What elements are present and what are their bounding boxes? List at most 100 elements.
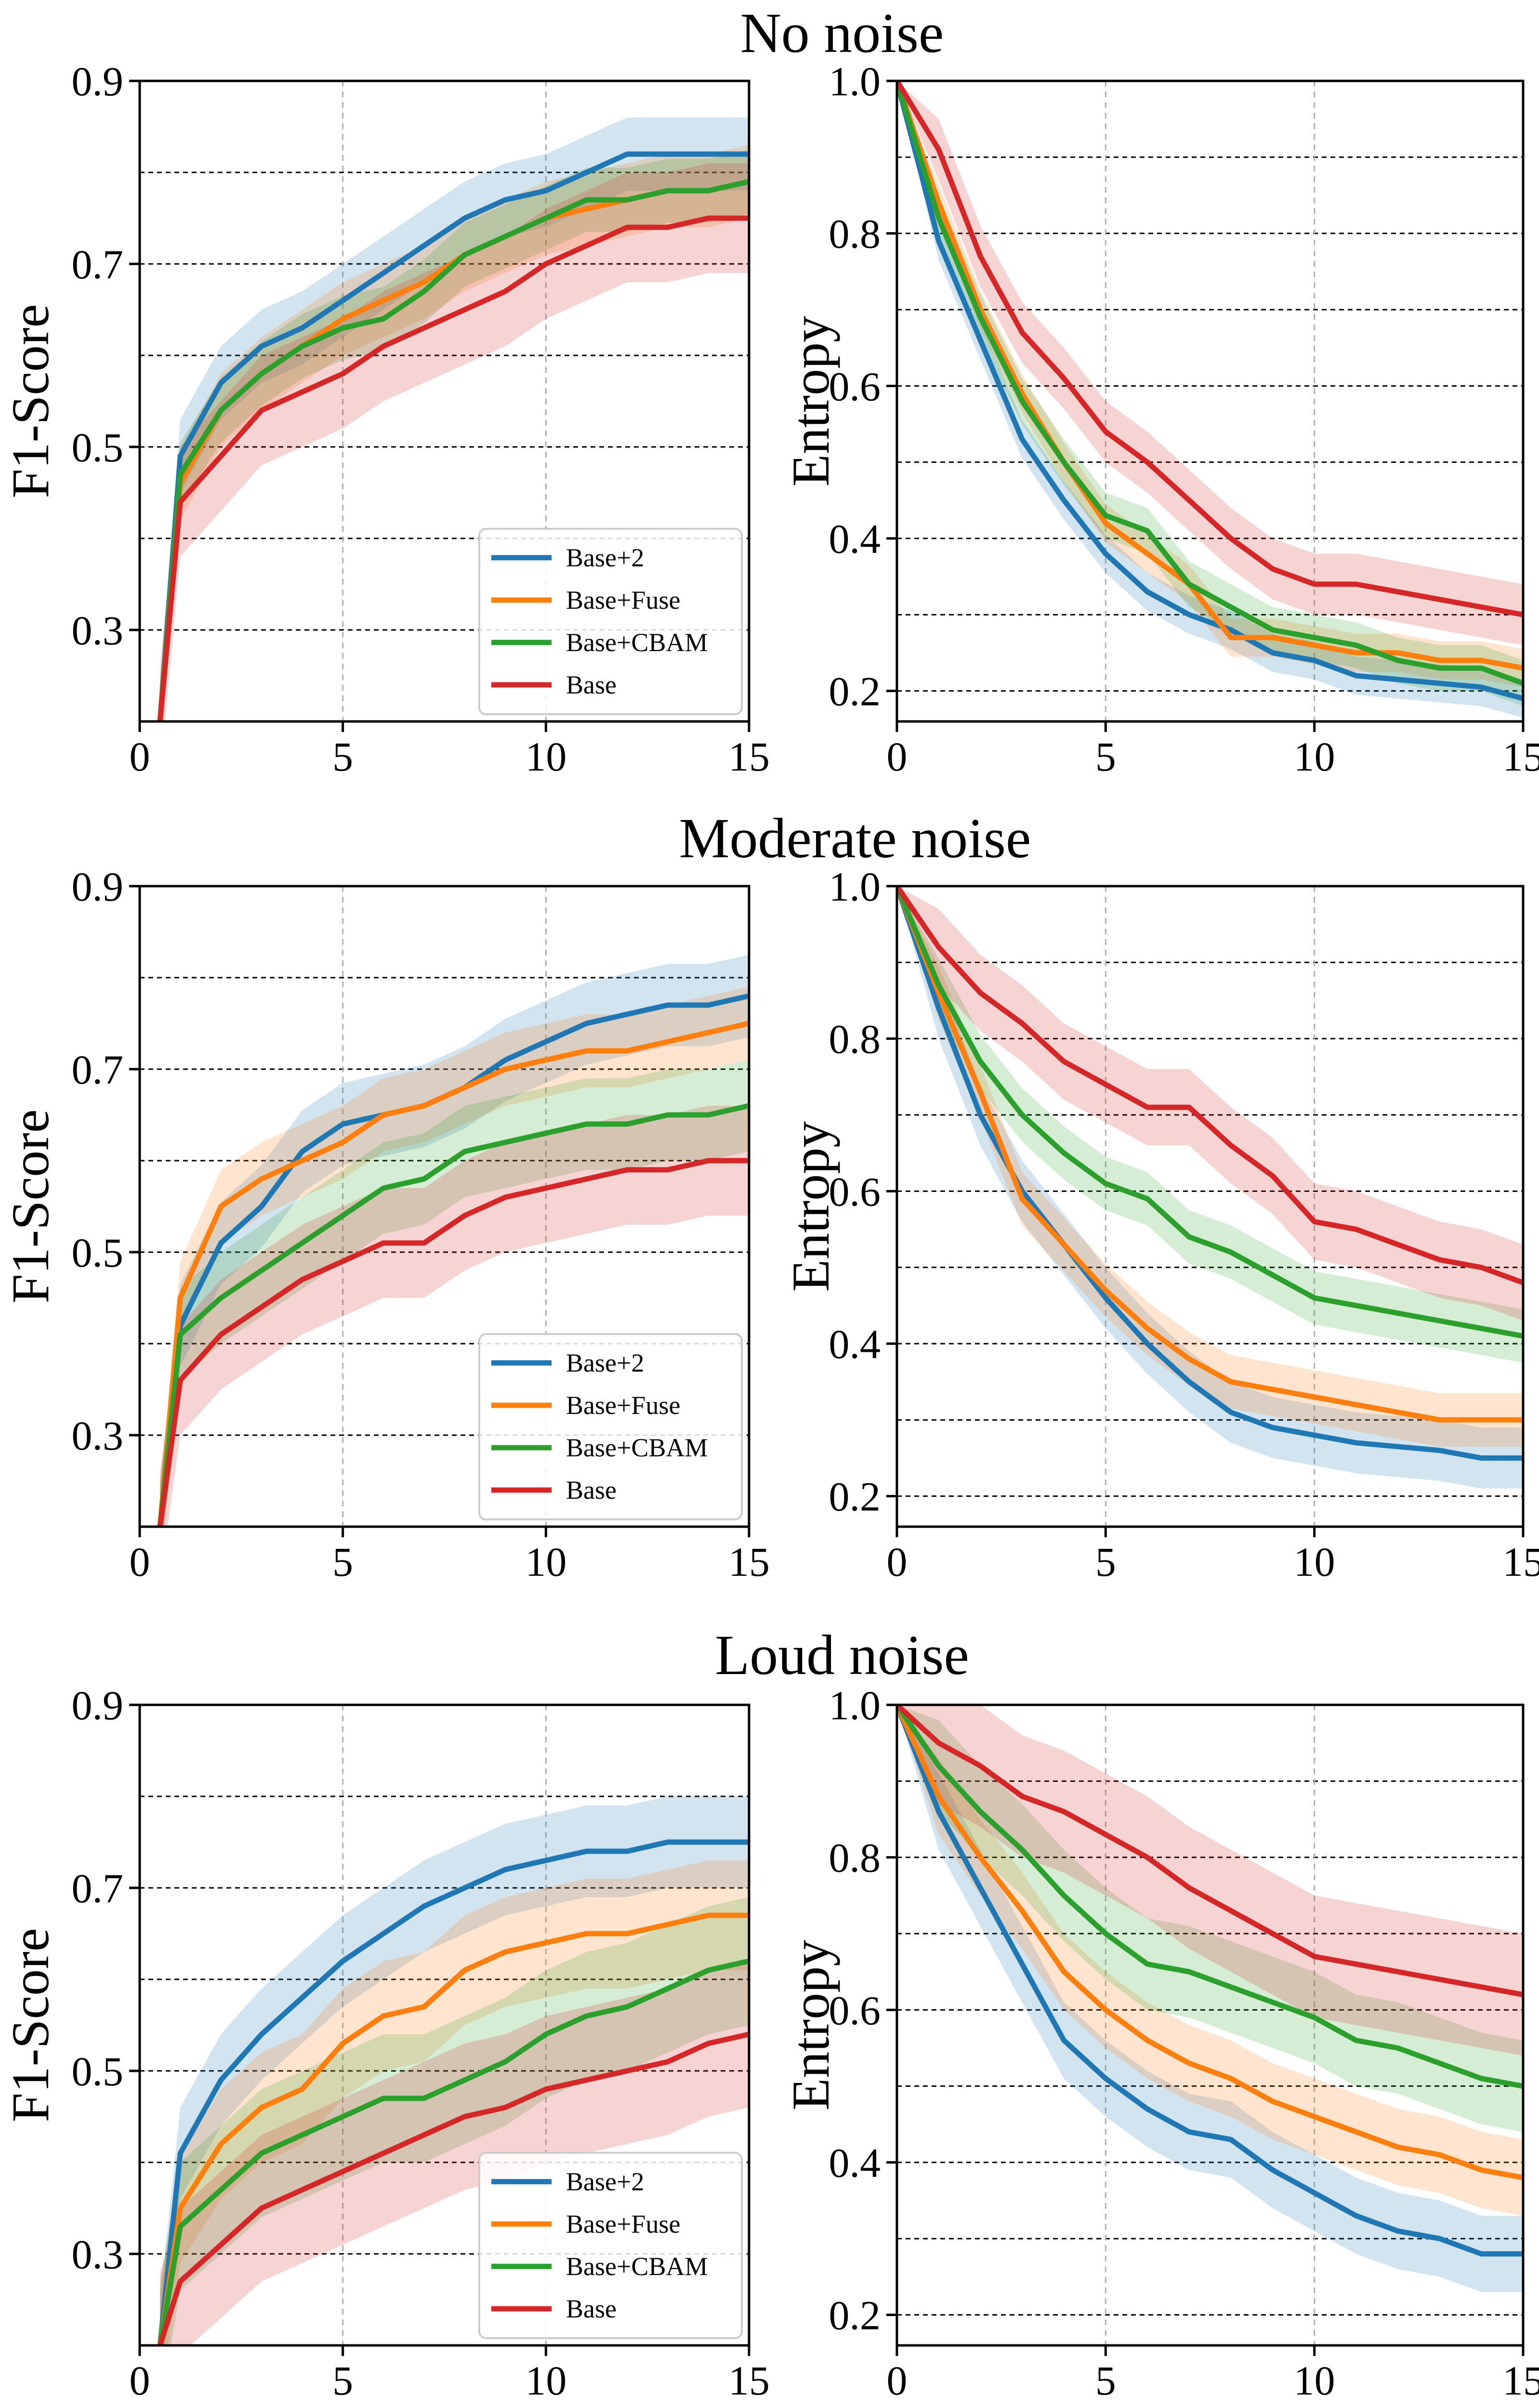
y-tick-label: 0.4 (829, 2140, 881, 2186)
band-base-plus-fuse (160, 987, 749, 1527)
band-base-plus-cbam (897, 886, 1523, 1363)
x-tick-label: 5 (1095, 1539, 1116, 1585)
x-tick-label: 10 (1294, 1539, 1335, 1585)
line-base-plus-fuse (157, 1912, 749, 2345)
panel-6: 0.2 0.4 0.6 0.8 1.0 0 5 10 15 Entropy Sample step (781, 1682, 1539, 2408)
y-tick-label: 0.8 (829, 1016, 881, 1062)
panel-2: 0.2 0.4 0.6 0.8 1.0 0 5 10 15 Entropy (781, 58, 1539, 780)
band-base (160, 1106, 749, 1527)
legend-entry: Base+2 (566, 543, 644, 572)
y-tick-label: 0.9 (72, 1682, 124, 1728)
legend-entry: Base (566, 2294, 617, 2323)
x-tick-label: 15 (728, 733, 770, 780)
plot-frame (138, 79, 750, 723)
plot-area (897, 81, 1523, 718)
line-base-plus-2 (897, 886, 1523, 1461)
legend-box (478, 2152, 743, 2339)
y-tick-label: 0.3 (72, 1413, 124, 1459)
plot-frame (895, 79, 1525, 723)
y-tick-label: 0.7 (72, 241, 124, 288)
line-base-plus-cbam (157, 1958, 749, 2345)
plot-area (157, 118, 749, 721)
y-tick-label: 0.5 (72, 2048, 124, 2094)
x-tick-label: 10 (525, 733, 566, 780)
band-base (897, 886, 1523, 1321)
line-base-plus-fuse (897, 886, 1523, 1423)
line-base-plus-fuse (897, 81, 1523, 671)
x-tick-label: 0 (130, 2357, 150, 2404)
y-tick-label: 0.4 (829, 516, 881, 562)
y-tick-label: 0.5 (72, 1230, 124, 1276)
x-axis-label: Sample step (1081, 2402, 1339, 2408)
x-tick-label: 0 (887, 1539, 908, 1585)
x-tick-label: 5 (1095, 733, 1116, 780)
legend-entry: Base+CBAM (566, 1433, 708, 1462)
legend-entry: Base (566, 670, 617, 699)
line-base (157, 2031, 749, 2345)
plot-area (157, 955, 749, 1527)
panel-3: 0.3 0.5 0.7 0.9 0 5 10 15 F1-Score Base+2 Base+Fus… (1, 864, 770, 1585)
x-tick-label: 15 (728, 1539, 770, 1585)
y-tick-label: 0.2 (829, 1474, 881, 1520)
line-base (897, 81, 1523, 617)
y-tick-label: 0.2 (829, 2292, 881, 2339)
x-tick-label: 0 (887, 733, 908, 780)
legend: Base+2 Base+Fuse Base+CBAM Base (478, 528, 743, 715)
x-tick-label: 5 (332, 733, 353, 780)
row-title-loud-noise: Loud noise (715, 1623, 969, 1687)
f1-axis-label: F1-Score (1, 1928, 60, 2122)
x-tick-label: 10 (525, 2357, 566, 2404)
y-tick-label: 0.9 (72, 58, 124, 105)
line-base-plus-cbam (897, 1705, 1523, 2089)
legend-entry: Base+Fuse (566, 586, 680, 615)
y-tick-label: 0.8 (829, 211, 881, 257)
plot-area (897, 1705, 1523, 2292)
legend-entry: Base (566, 1476, 617, 1505)
y-tick-label: 0.3 (72, 607, 124, 654)
x-tick-label: 0 (130, 1539, 150, 1585)
plot-area (897, 886, 1523, 1489)
x-tick-label: 10 (1294, 2357, 1335, 2404)
line-base-plus-cbam (157, 179, 749, 721)
f1-axis-label: F1-Score (1, 1109, 60, 1303)
panel-4: 0.2 0.4 0.6 0.8 1.0 0 5 10 15 Entropy (781, 864, 1539, 1585)
line-base (897, 1705, 1523, 1998)
line-base-plus-2 (157, 151, 749, 721)
line-base (157, 215, 749, 721)
line-base-plus-cbam (897, 81, 1523, 686)
x-tick-label: 15 (1502, 1539, 1539, 1585)
plot-area (157, 1796, 749, 2345)
x-tick-label: 10 (525, 1539, 566, 1585)
panel-5: 0.3 0.5 0.7 0.9 0 5 10 15 F1-Score Sample step Bas… (1, 1682, 770, 2408)
legend-entry: Base+CBAM (566, 628, 708, 657)
x-tick-label: 5 (1095, 2357, 1116, 2404)
y-tick-label: 0.8 (829, 1835, 881, 1881)
x-tick-label: 15 (1502, 733, 1539, 780)
y-tick-label: 0.6 (829, 1168, 881, 1215)
y-tick-label: 0.5 (72, 424, 124, 471)
legend-entry: Base+2 (566, 2167, 644, 2196)
x-tick-label: 0 (130, 733, 150, 780)
line-base-plus-2 (157, 1839, 749, 2345)
y-tick-label: 0.7 (72, 1865, 124, 1911)
x-axis-label: Sample step (316, 2402, 573, 2408)
x-tick-label: 15 (728, 2357, 770, 2404)
x-tick-label: 5 (332, 1539, 353, 1585)
legend-entry: Base+2 (566, 1348, 644, 1377)
y-tick-label: 0.4 (829, 1321, 881, 1367)
band-base-plus-2 (160, 1796, 749, 2345)
y-tick-label: 0.6 (829, 363, 881, 409)
x-tick-label: 5 (332, 2357, 353, 2404)
x-tick-label: 15 (1502, 2357, 1539, 2404)
plot-frame (895, 1703, 1525, 2347)
legend-entry: Base+Fuse (566, 1391, 680, 1420)
plot-frame (138, 885, 750, 1528)
x-tick-label: 10 (1294, 733, 1335, 780)
y-tick-label: 1.0 (829, 864, 881, 910)
line-base-plus-cbam (897, 886, 1523, 1339)
legend: Base+2 Base+Fuse Base+CBAM Base (478, 1333, 743, 1520)
legend-entry: Base+Fuse (566, 2210, 680, 2238)
legend-box (478, 528, 743, 715)
legend: Base+2 Base+Fuse Base+CBAM Base (478, 2152, 743, 2339)
